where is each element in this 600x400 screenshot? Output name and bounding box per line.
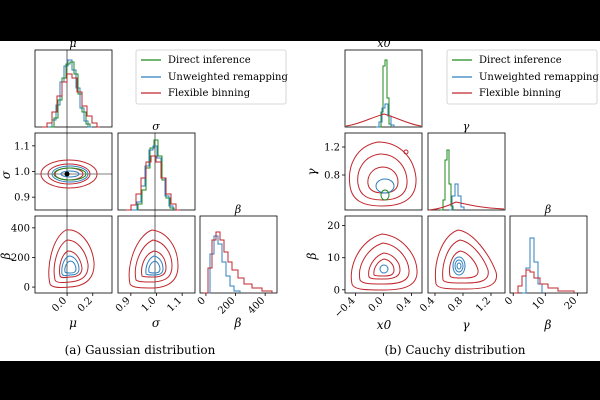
beta-marginal-title: β (234, 203, 241, 216)
gaussian-caption: (a) Gaussian distribution (65, 343, 216, 357)
sigma-hist-flex (126, 155, 180, 211)
mu-beta-contour-flex-inner (59, 250, 83, 279)
beta-y-cauchy-tick-label: 0 (334, 285, 340, 296)
mu-x-axis-label: μ (69, 316, 77, 330)
x0-beta-contour-flex-mid (358, 242, 410, 285)
sigma-beta-contour-flex-outer (128, 229, 179, 289)
gamma-marginal-frame (427, 132, 506, 211)
x0-gamma-contour-remap (375, 178, 395, 194)
beta-hist-flex-cauchy (514, 269, 575, 294)
beta-marginal-frame (199, 215, 278, 294)
legend-label-flex: Flexible binning (168, 88, 251, 99)
beta-marginal-frame-cauchy (509, 215, 588, 294)
mu-beta-frame (34, 215, 113, 294)
gaussian-legend-box (135, 49, 287, 105)
beta-marginal-title-cauchy: β (544, 203, 551, 216)
x0-marginal-frame (344, 49, 423, 128)
legend-label-direct-cauchy: Direct inference (479, 55, 562, 66)
mu-beta-contour-flex-mid (53, 239, 89, 284)
sigma-y-tick-label: 1.1 (14, 141, 30, 152)
beta-x-axis-label: β (234, 316, 242, 330)
gamma-y-axis-label: γ (305, 168, 319, 176)
cauchy-legend: Direct inference Unweighted remapping Fl… (446, 49, 599, 105)
gamma-beta-contour-remap-mid (454, 259, 464, 273)
beta-y-tick-label: 0 (24, 283, 30, 294)
cauchy-legend-box (446, 49, 598, 105)
beta-y-tick-label: 400 (11, 223, 30, 234)
mu-beta-contour-remap (61, 255, 80, 277)
mu-sigma-contour-flex-outer (40, 159, 98, 189)
x0-gamma-contour-flex-outer (348, 141, 417, 207)
legend-label-remap-cauchy: Unweighted remapping (479, 72, 599, 83)
gamma-beta-contour-remap-inner (456, 262, 462, 270)
x0-beta-contour-remap (379, 264, 389, 274)
sigma-beta-contour-remap-inner (148, 260, 161, 274)
beta-y-cauchy-tick-label: 20 (327, 221, 340, 232)
beta-y-axis-label: β (0, 252, 13, 260)
sigma-y-tick-label: 1.0 (14, 167, 30, 178)
x0-gamma-contour-flex-inner (367, 166, 399, 194)
sigma-y-axis-label: σ (0, 170, 13, 179)
x0-beta-contour-flex-outer (350, 233, 418, 291)
gamma-hist-direct (440, 149, 454, 211)
mu-marginal-title: μ (69, 37, 76, 50)
beta-y-axis-label-cauchy: β (305, 252, 319, 260)
sigma-beta-contour-remap (145, 255, 164, 276)
legend-label-flex-cauchy: Flexible binning (479, 88, 562, 99)
gamma-beta-frame (427, 215, 506, 294)
gamma-x-axis-label: γ (462, 318, 470, 332)
x0-gamma-frame (344, 132, 423, 211)
gamma-y-tick-label: 1.2 (324, 143, 340, 154)
x0-x-axis-label: x0 (377, 318, 392, 332)
x0-hist-remap (376, 103, 395, 128)
mu-sigma-contour-flex-mid (47, 163, 91, 185)
beta-hist-remap (206, 235, 241, 294)
cauchy-caption: (b) Cauchy distribution (384, 343, 525, 357)
gamma-beta-contour-remap-outer (452, 256, 466, 276)
gaussian-corner-plot: μ σ β σ β μ σ β (a) Gaussian distributio… (0, 37, 288, 357)
gamma-y-tick-label: 0.8 (324, 171, 340, 182)
sigma-marginal-frame (117, 132, 196, 211)
cauchy-corner-plot: x0 γ β γ β x0 γ β (b) Cauchy distributio… (305, 37, 599, 357)
beta-hist-flex (204, 231, 273, 294)
mu-sigma-contour-remap (51, 165, 89, 183)
gamma-beta-contour-flex-outer (434, 229, 498, 290)
x0-gamma-contour-flex-mid (357, 153, 408, 201)
mu-marginal-frame (34, 49, 113, 128)
legend-label-remap: Unweighted remapping (168, 72, 288, 83)
gamma-beta-contour-flex-inner (449, 250, 479, 279)
gamma-beta-contour-flex-mid (442, 239, 489, 284)
mu-beta-contour-flex-outer (48, 229, 95, 289)
x0-beta-contour-flex-inner (368, 252, 401, 280)
x0-marginal-title: x0 (377, 37, 390, 50)
gaussian-legend: Direct inference Unweighted remapping Fl… (135, 49, 288, 105)
x0-gamma-contour-island (403, 149, 409, 155)
mu-beta-contour-remap-inner (64, 260, 77, 274)
x0-beta-contour-flex-core (373, 258, 395, 277)
mu-sigma-contour-direct (53, 167, 87, 181)
sigma-marginal-title: σ (152, 120, 160, 133)
sigma-y-tick-label: 0.9 (14, 193, 30, 204)
sigma-beta-contour-flex-inner (141, 250, 167, 278)
sigma-hist-remap (132, 145, 174, 211)
truth-marker (64, 171, 70, 177)
beta-y-cauchy-tick-label: 10 (327, 253, 340, 264)
sigma-x-axis-label: σ (152, 316, 161, 330)
gamma-marginal-title: γ (463, 120, 470, 133)
legend-label-direct: Direct inference (168, 55, 251, 66)
x0-gamma-contour-direct (380, 189, 390, 201)
mu-hist-direct (50, 61, 91, 128)
x0-hist-direct (378, 59, 392, 128)
mu-sigma-contour-remap-inner (60, 170, 80, 178)
sigma-beta-contour-flex-mid (134, 239, 173, 283)
mu-hist-flex (42, 73, 100, 128)
gamma-hist-remap (449, 183, 465, 211)
beta-y-tick-label: 200 (11, 253, 30, 264)
gamma-hist-flex (428, 201, 505, 211)
beta-x-axis-label-cauchy: β (544, 318, 552, 332)
x0-hist-flex (345, 113, 422, 127)
